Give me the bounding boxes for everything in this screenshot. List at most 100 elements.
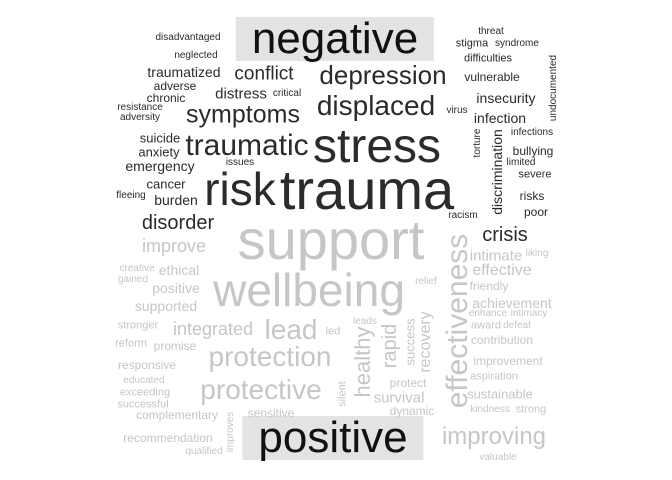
word-educated: educated bbox=[123, 375, 165, 386]
word-improves: improves bbox=[225, 411, 236, 453]
word-effectiveness: effectiveness bbox=[441, 233, 474, 409]
word-intimate: intimate bbox=[469, 247, 523, 265]
word-stress: stress bbox=[312, 120, 442, 173]
word-infections: infections bbox=[510, 127, 554, 138]
word-exceeding: exceeding bbox=[119, 386, 171, 399]
word-neglected: neglected bbox=[174, 50, 218, 61]
word-improvement: improvement bbox=[473, 354, 543, 368]
word-traumatized: traumatized bbox=[147, 64, 221, 80]
word-led: led bbox=[325, 325, 341, 338]
word-poor: poor bbox=[523, 205, 549, 219]
word-threat: threat bbox=[478, 26, 504, 37]
word-difficulties: difficulties bbox=[463, 52, 513, 65]
word-torture: torture bbox=[472, 128, 483, 158]
word-positive-legend: positive bbox=[242, 416, 424, 460]
word-complementary: complementary bbox=[135, 408, 219, 422]
word-chronic: chronic bbox=[146, 91, 186, 105]
word-virus: virus bbox=[446, 105, 468, 116]
word-symptoms: symptoms bbox=[186, 100, 300, 129]
word-contribution: contribution bbox=[470, 333, 534, 347]
word-conflict: conflict bbox=[234, 63, 294, 85]
word-survival: survival bbox=[373, 389, 425, 407]
word-anxiety: anxiety bbox=[138, 144, 180, 160]
word-aspiration: aspiration bbox=[470, 370, 518, 383]
word-healthy: healthy bbox=[350, 326, 375, 398]
word-wellbeing: wellbeing bbox=[213, 264, 405, 316]
word-critical: critical bbox=[272, 88, 302, 99]
word-defeat: defeat bbox=[503, 320, 531, 331]
word-protect: protect bbox=[389, 376, 427, 390]
word-risk: risk bbox=[204, 163, 276, 215]
word-syndrome: syndrome bbox=[495, 38, 539, 49]
word-discrimination: discrimination bbox=[489, 129, 505, 215]
word-effective: effective bbox=[472, 262, 532, 279]
word-responsive: responsive bbox=[117, 358, 177, 372]
word-support: support bbox=[237, 208, 425, 271]
word-achievement: achievement bbox=[472, 295, 552, 311]
word-rapid: rapid bbox=[379, 323, 401, 369]
word-cancer: cancer bbox=[146, 176, 186, 192]
word-supported: supported bbox=[134, 298, 198, 314]
word-dynamic: dynamic bbox=[389, 404, 435, 418]
word-friendly: friendly bbox=[469, 279, 509, 293]
word-improving: improving bbox=[441, 423, 547, 450]
word-vulnerable: vulnerable bbox=[464, 70, 520, 84]
word-intimacy: intimacy bbox=[510, 308, 548, 319]
word-disadvantaged: disadvantaged bbox=[155, 32, 221, 43]
word-lead: lead bbox=[264, 314, 318, 345]
word-improve: improve bbox=[141, 236, 207, 256]
word-undocumented: undocumented bbox=[548, 54, 559, 122]
word-silent: silent bbox=[336, 381, 349, 407]
word-strong: strong bbox=[515, 403, 547, 416]
word-liking: liking bbox=[525, 248, 549, 259]
word-suicide: suicide bbox=[139, 130, 181, 146]
word-fleeing: fleeing bbox=[116, 190, 146, 201]
word-risks: risks bbox=[519, 189, 545, 203]
word-stigma: stigma bbox=[455, 37, 489, 50]
word-success: success bbox=[402, 318, 418, 366]
word-adverse: adverse bbox=[153, 79, 197, 93]
word-kindness: kindness bbox=[470, 404, 510, 415]
word-crisis: crisis bbox=[482, 224, 528, 246]
word-burden: burden bbox=[154, 192, 198, 208]
word-valuable: valuable bbox=[479, 452, 517, 463]
word-promise: promise bbox=[153, 339, 197, 353]
word-bullying: bullying bbox=[512, 144, 554, 158]
word-disorder: disorder bbox=[141, 212, 215, 234]
word-ethical: ethical bbox=[158, 262, 200, 278]
word-racism: racism bbox=[448, 210, 478, 221]
word-reform: reform bbox=[115, 337, 147, 350]
word-depression: depression bbox=[319, 60, 447, 90]
word-protective: protective bbox=[200, 374, 322, 405]
word-adversity: adversity bbox=[119, 112, 161, 123]
word-insecurity: insecurity bbox=[476, 90, 536, 106]
word-resistance: resistance bbox=[117, 102, 163, 113]
word-negative-legend: negative bbox=[235, 17, 435, 61]
word-recommendation: recommendation bbox=[123, 431, 213, 445]
word-positive-small: positive bbox=[152, 280, 200, 296]
word-gained: gained bbox=[117, 274, 149, 285]
word-issues: issues bbox=[225, 157, 255, 168]
word-trauma: trauma bbox=[279, 158, 455, 221]
word-infection: infection bbox=[473, 110, 527, 126]
word-successful: successful bbox=[117, 398, 169, 411]
word-stronger: stronger bbox=[117, 319, 159, 332]
word-creative: creative bbox=[119, 263, 155, 274]
word-relief: relief bbox=[415, 276, 437, 287]
word-sensitive: sensitive bbox=[247, 406, 295, 420]
word-qualified: qualified bbox=[185, 446, 223, 457]
word-emergency: emergency bbox=[125, 158, 195, 174]
word-severe: severe bbox=[518, 168, 552, 181]
word-award: award bbox=[471, 319, 501, 332]
word-distress: distress bbox=[215, 85, 267, 103]
word-sustainable: sustainable bbox=[467, 386, 533, 402]
word-limited: limited bbox=[506, 157, 536, 168]
word-leads: leads bbox=[353, 316, 377, 327]
word-recovery: recovery bbox=[417, 311, 434, 373]
word-displaced: displaced bbox=[316, 90, 436, 121]
word-enhance: enhance bbox=[468, 308, 508, 319]
word-integrated: integrated bbox=[172, 319, 254, 339]
word-protection: protection bbox=[208, 341, 332, 372]
word-traumatic: traumatic bbox=[185, 129, 309, 162]
